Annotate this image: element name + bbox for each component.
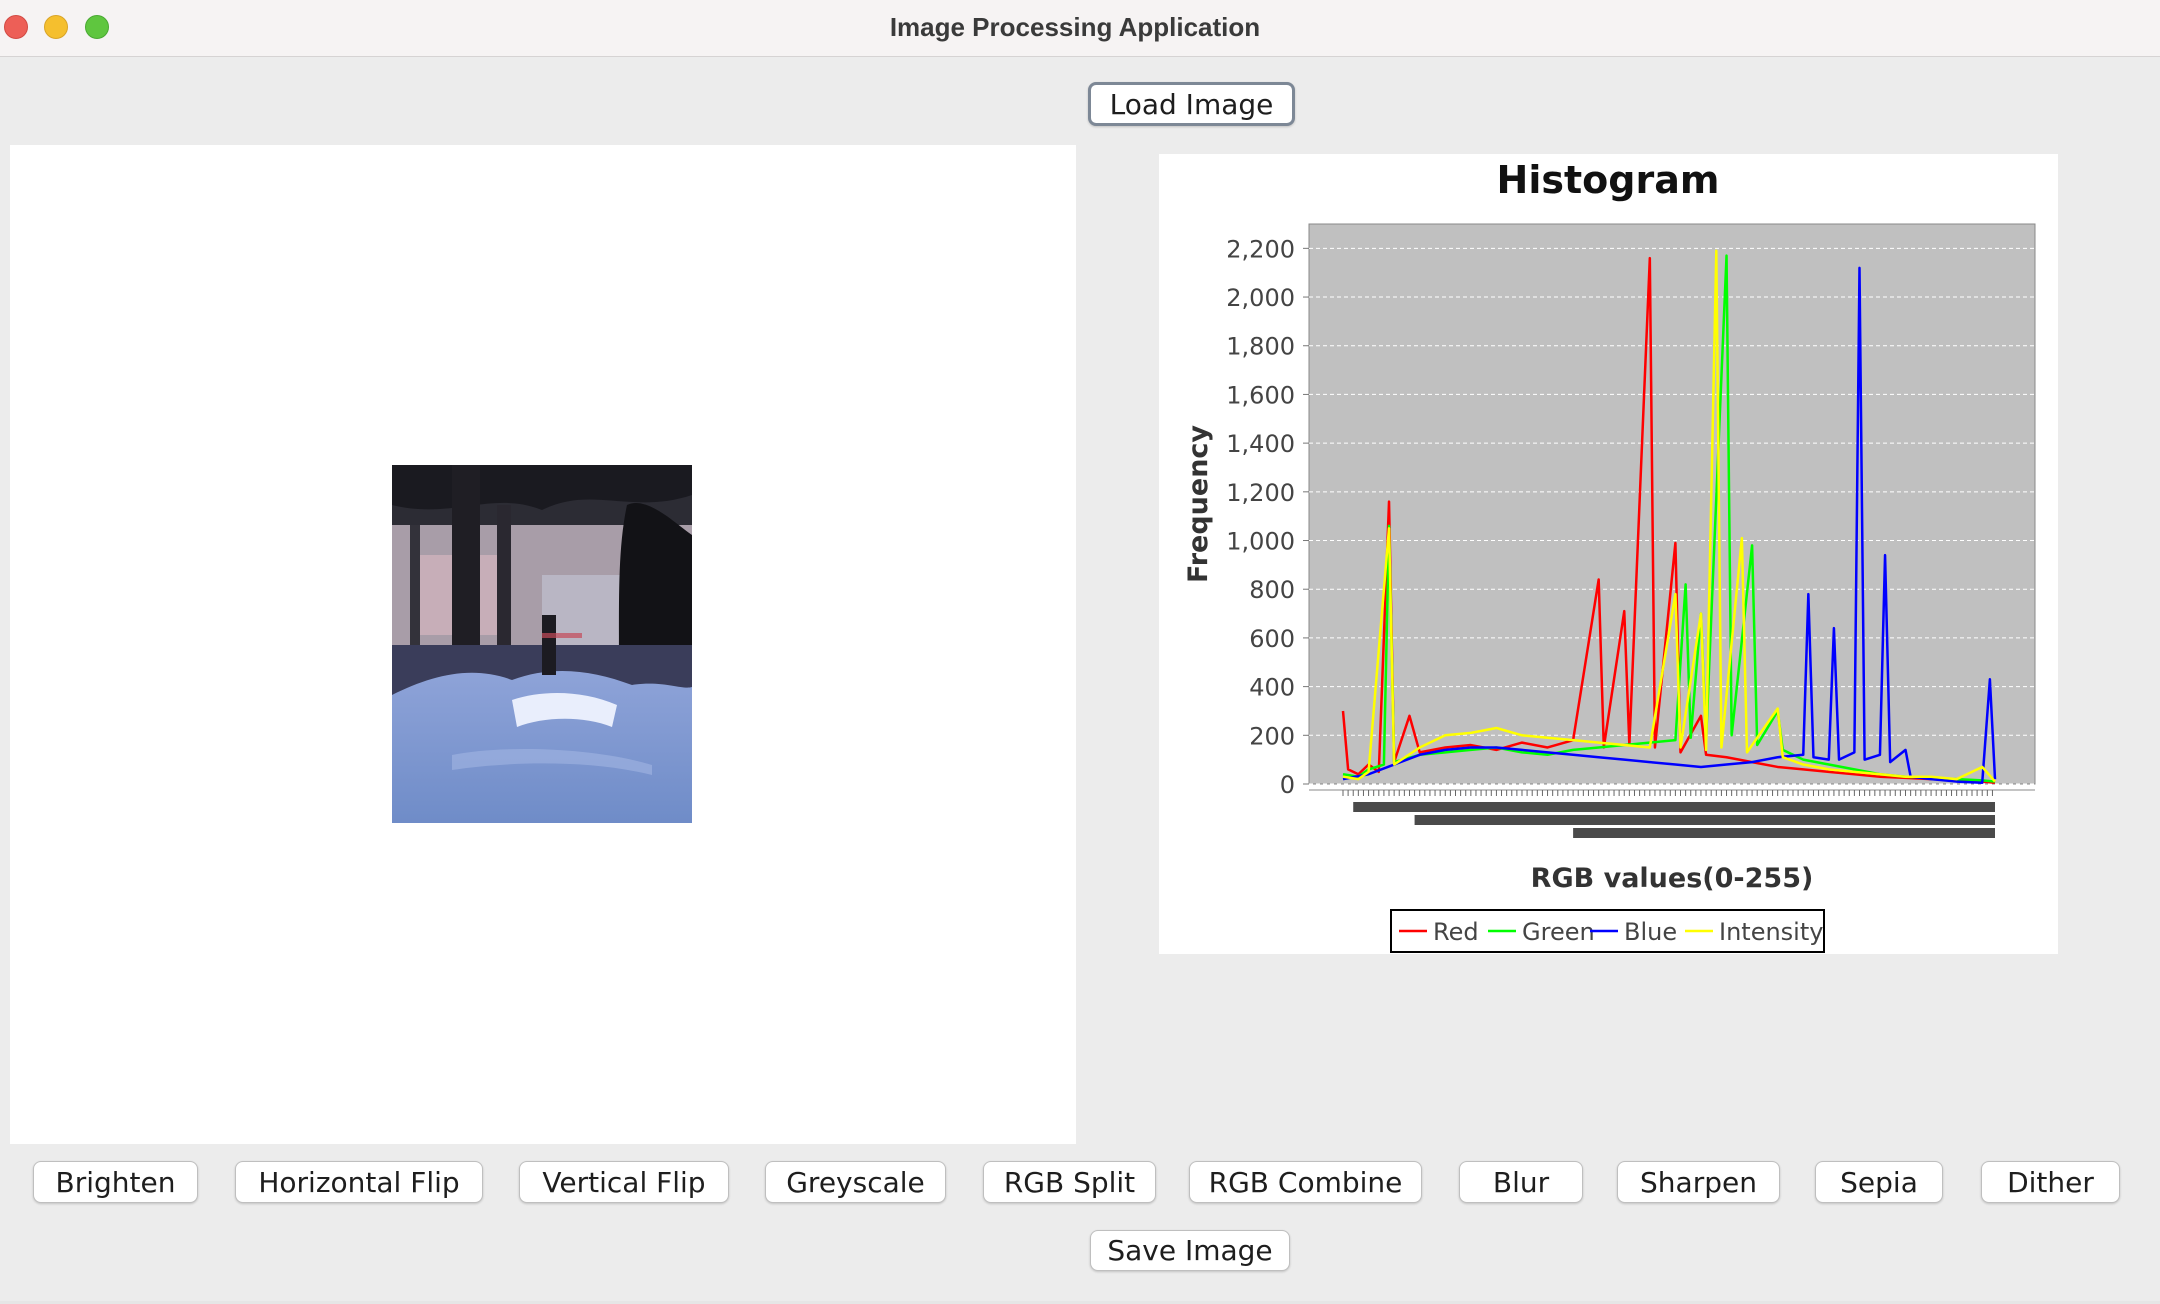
series-group: [1341, 249, 1997, 785]
operation-button-rgb-split[interactable]: RGB Split: [983, 1161, 1156, 1203]
plot-area: [1308, 223, 2036, 785]
series-line-blue: [1342, 266, 1997, 785]
y-tick-label: 2,200: [1226, 235, 1295, 263]
x-tick-labels-overlap: [1573, 828, 1995, 838]
window-title: Image Processing Application: [889, 12, 1261, 42]
legend-label-blue: Blue: [1624, 918, 1677, 946]
y-tick-label: 400: [1249, 674, 1295, 702]
y-tick-label: 1,800: [1226, 333, 1295, 361]
series-line-intensity: [1342, 249, 1996, 783]
save-image-button[interactable]: Save Image: [1090, 1230, 1290, 1271]
y-tick-label: 0: [1280, 771, 1295, 799]
operation-button-brighten[interactable]: Brighten: [33, 1161, 198, 1203]
operation-button-greyscale[interactable]: Greyscale: [765, 1161, 946, 1203]
window-bottom-edge: [0, 1301, 2160, 1304]
load-image-button[interactable]: Load Image: [1088, 82, 1295, 126]
close-window-icon[interactable]: [4, 15, 28, 39]
operation-button-horizontal-flip[interactable]: Horizontal Flip: [235, 1161, 483, 1203]
legend-label-intensity: Intensity: [1719, 918, 1823, 946]
histogram-panel: Histogram 0 200 400 600 800 1,000 1,200 1,400 1,…: [1159, 154, 2058, 954]
y-tick-label: 2,000: [1226, 284, 1295, 312]
legend-label-green: Green: [1522, 918, 1595, 946]
operation-button-blur[interactable]: Blur: [1459, 1161, 1583, 1203]
y-tick-label: 1,200: [1226, 479, 1295, 507]
image-panel: [10, 145, 1076, 1144]
legend: Red Green Blue Intensity: [1390, 909, 1825, 953]
y-tick-label: 600: [1249, 625, 1295, 653]
y-tick-label: 800: [1249, 576, 1295, 604]
title-bar: Image Processing Application: [0, 0, 2160, 57]
minimize-window-icon[interactable]: [44, 15, 68, 39]
x-tick-labels-overlap: [1353, 802, 1995, 812]
operation-button-sharpen[interactable]: Sharpen: [1617, 1161, 1780, 1203]
operation-button-sepia[interactable]: Sepia: [1815, 1161, 1943, 1203]
y-axis-label: Frequency: [1183, 425, 1214, 583]
zoom-window-icon[interactable]: [85, 15, 109, 39]
grid-lines: [1309, 247, 2035, 785]
x-tick-labels-overlap: [1414, 815, 1995, 825]
y-axis-ticks: 0 200 400 600 800 1,000 1,200 1,400 1,600 1,800 2,…: [1226, 235, 1309, 799]
legend-label-red: Red: [1433, 918, 1479, 946]
chart-title: Histogram: [1497, 158, 1720, 202]
loaded-image: [392, 465, 692, 823]
operation-button-vertical-flip[interactable]: Vertical Flip: [519, 1161, 729, 1203]
y-tick-label: 200: [1249, 722, 1295, 750]
y-tick-label: 1,600: [1226, 381, 1295, 409]
y-tick-label: 1,400: [1226, 430, 1295, 458]
operation-button-dither[interactable]: Dither: [1981, 1161, 2120, 1203]
operation-button-rgb-combine[interactable]: RGB Combine: [1189, 1161, 1422, 1203]
x-axis-label: RGB values(0-255): [1531, 863, 1814, 894]
y-tick-label: 1,000: [1226, 528, 1295, 556]
histogram-chart: Histogram 0 200 400 600 800 1,000 1,200 1,400 1,…: [1183, 158, 2036, 953]
x-axis-ticks: [1309, 789, 2035, 838]
